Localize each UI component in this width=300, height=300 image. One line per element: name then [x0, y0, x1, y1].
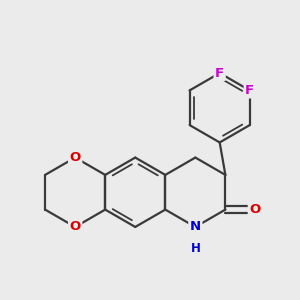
Text: O: O [70, 151, 81, 164]
Text: H: H [190, 242, 200, 254]
Text: F: F [215, 67, 224, 80]
Text: O: O [70, 220, 81, 233]
Text: O: O [249, 203, 260, 216]
Text: F: F [245, 84, 254, 97]
Text: N: N [190, 220, 201, 233]
